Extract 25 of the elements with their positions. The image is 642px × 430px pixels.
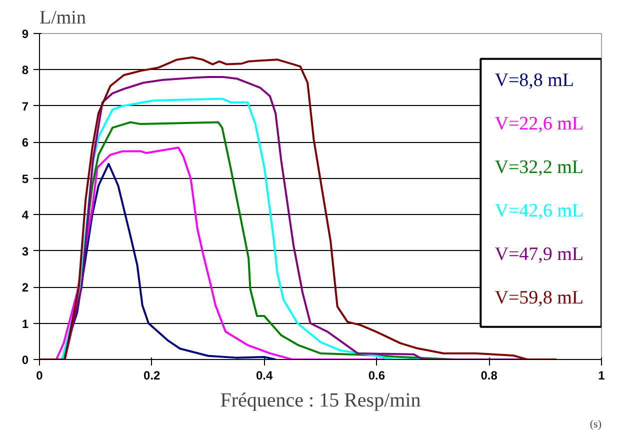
y-tick-label: 0	[22, 353, 29, 367]
y-tick-label: 8	[22, 63, 29, 78]
x-axis-title: (s)	[590, 418, 602, 430]
x-tick-label: 0.4	[256, 368, 273, 382]
text: V=42,6 mL	[494, 200, 584, 222]
text: V=32,2 mL	[494, 157, 584, 178]
y-axis-title: L/min	[40, 8, 86, 28]
y-tick-label: 3	[22, 244, 29, 258]
y-tick-label: 2	[22, 280, 29, 295]
text: V=8,8 mL	[494, 70, 574, 92]
x-tick-label: 0.2	[144, 368, 161, 382]
x-tick-label: 1	[598, 368, 606, 382]
y-tick-label: 5	[22, 172, 29, 186]
text: V=59,8 mL	[494, 287, 584, 308]
x-tick-label: 0.6	[368, 368, 386, 382]
text: V=22,6 mL	[494, 114, 584, 135]
y-tick-label: 1	[22, 316, 29, 331]
x-tick-label: 0	[36, 368, 44, 382]
text: V=47,9 mL	[494, 244, 584, 265]
y-tick-label: 6	[22, 136, 29, 150]
x-tick-label: 0.8	[480, 368, 498, 382]
y-tick-label: 9	[22, 27, 29, 41]
y-tick-label: 4	[22, 208, 29, 222]
y-tick-label: 7	[22, 99, 29, 114]
text: Fréquence : 15 Resp/min	[220, 390, 421, 412]
